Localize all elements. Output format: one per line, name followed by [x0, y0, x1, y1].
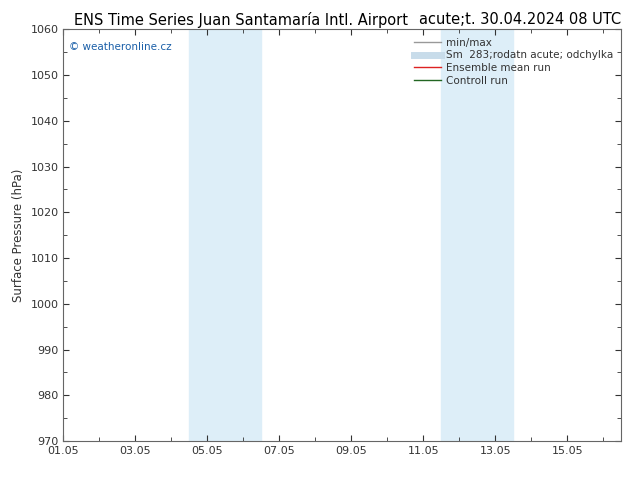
Bar [441, 29, 477, 441]
Bar [477, 29, 514, 441]
Bar [225, 29, 261, 441]
Text: © weatheronline.cz: © weatheronline.cz [69, 42, 172, 52]
Bar [190, 29, 225, 441]
Text: acute;t. 30.04.2024 08 UTC: acute;t. 30.04.2024 08 UTC [419, 12, 621, 27]
Legend: min/max, Sm  283;rodatn acute; odchylka, Ensemble mean run, Controll run: min/max, Sm 283;rodatn acute; odchylka, … [411, 35, 616, 89]
Text: ENS Time Series Juan Santamaría Intl. Airport: ENS Time Series Juan Santamaría Intl. Ai… [74, 12, 408, 28]
Y-axis label: Surface Pressure (hPa): Surface Pressure (hPa) [12, 169, 25, 302]
